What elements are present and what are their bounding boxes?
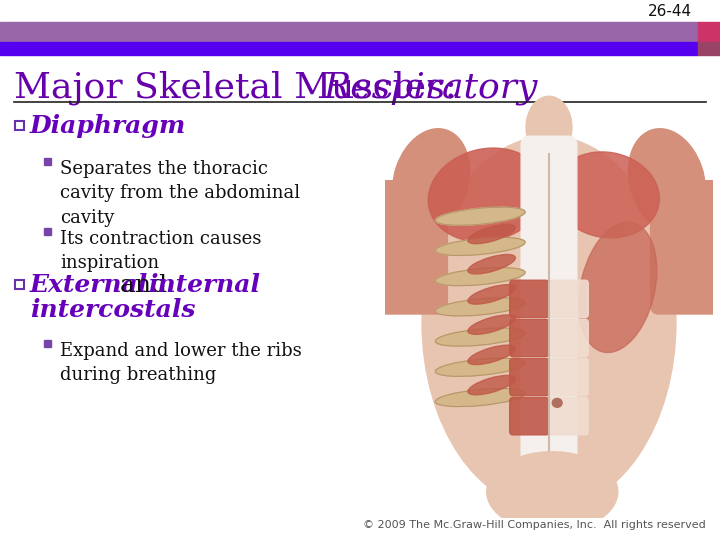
Ellipse shape bbox=[436, 388, 525, 407]
Text: internal: internal bbox=[148, 273, 260, 297]
Bar bbox=[44, 228, 51, 235]
Ellipse shape bbox=[422, 136, 676, 510]
Ellipse shape bbox=[436, 238, 525, 255]
FancyBboxPatch shape bbox=[651, 181, 720, 314]
Text: Expand and lower the ribs
during breathing: Expand and lower the ribs during breathi… bbox=[60, 342, 302, 384]
FancyBboxPatch shape bbox=[549, 359, 588, 396]
Text: 26-44: 26-44 bbox=[648, 4, 692, 19]
FancyBboxPatch shape bbox=[369, 181, 447, 314]
Text: © 2009 The Mc.Graw-Hill Companies, Inc.  All rights reserved: © 2009 The Mc.Graw-Hill Companies, Inc. … bbox=[364, 520, 706, 530]
Ellipse shape bbox=[629, 129, 706, 233]
Bar bbox=[44, 158, 51, 165]
FancyBboxPatch shape bbox=[521, 136, 577, 483]
Text: External: External bbox=[30, 273, 148, 297]
Bar bbox=[0, 22, 698, 42]
Ellipse shape bbox=[468, 375, 516, 395]
Bar bbox=[15, 280, 24, 289]
Ellipse shape bbox=[468, 254, 516, 274]
Ellipse shape bbox=[468, 315, 516, 334]
Text: intercostals: intercostals bbox=[30, 298, 196, 322]
FancyBboxPatch shape bbox=[549, 397, 588, 435]
Bar bbox=[698, 42, 720, 55]
Ellipse shape bbox=[552, 399, 562, 407]
Text: Diaphragm: Diaphragm bbox=[30, 114, 186, 138]
FancyBboxPatch shape bbox=[510, 397, 549, 435]
Ellipse shape bbox=[468, 345, 516, 364]
Ellipse shape bbox=[436, 298, 525, 316]
FancyBboxPatch shape bbox=[549, 319, 588, 356]
Ellipse shape bbox=[468, 224, 516, 244]
Text: Respiratory: Respiratory bbox=[324, 71, 539, 105]
Ellipse shape bbox=[579, 222, 657, 353]
FancyBboxPatch shape bbox=[549, 280, 588, 318]
Text: Separates the thoracic
cavity from the abdominal
cavity: Separates the thoracic cavity from the a… bbox=[60, 160, 300, 227]
Bar bbox=[15, 121, 24, 130]
FancyBboxPatch shape bbox=[510, 319, 549, 356]
FancyBboxPatch shape bbox=[510, 280, 549, 318]
Ellipse shape bbox=[436, 328, 525, 346]
Ellipse shape bbox=[428, 148, 545, 242]
Ellipse shape bbox=[487, 452, 618, 532]
Text: Major Skeletal Muscles:: Major Skeletal Muscles: bbox=[14, 71, 469, 105]
FancyBboxPatch shape bbox=[510, 359, 549, 396]
Ellipse shape bbox=[436, 207, 525, 225]
Bar bbox=[0, 42, 698, 55]
Bar bbox=[44, 340, 51, 347]
Ellipse shape bbox=[436, 268, 525, 286]
Bar bbox=[698, 22, 720, 42]
Ellipse shape bbox=[436, 358, 525, 376]
Text: Its contraction causes
inspiration: Its contraction causes inspiration bbox=[60, 230, 261, 272]
Ellipse shape bbox=[468, 285, 516, 304]
Ellipse shape bbox=[554, 152, 660, 238]
Ellipse shape bbox=[392, 129, 469, 233]
Text: and: and bbox=[112, 273, 175, 296]
Ellipse shape bbox=[526, 96, 572, 158]
